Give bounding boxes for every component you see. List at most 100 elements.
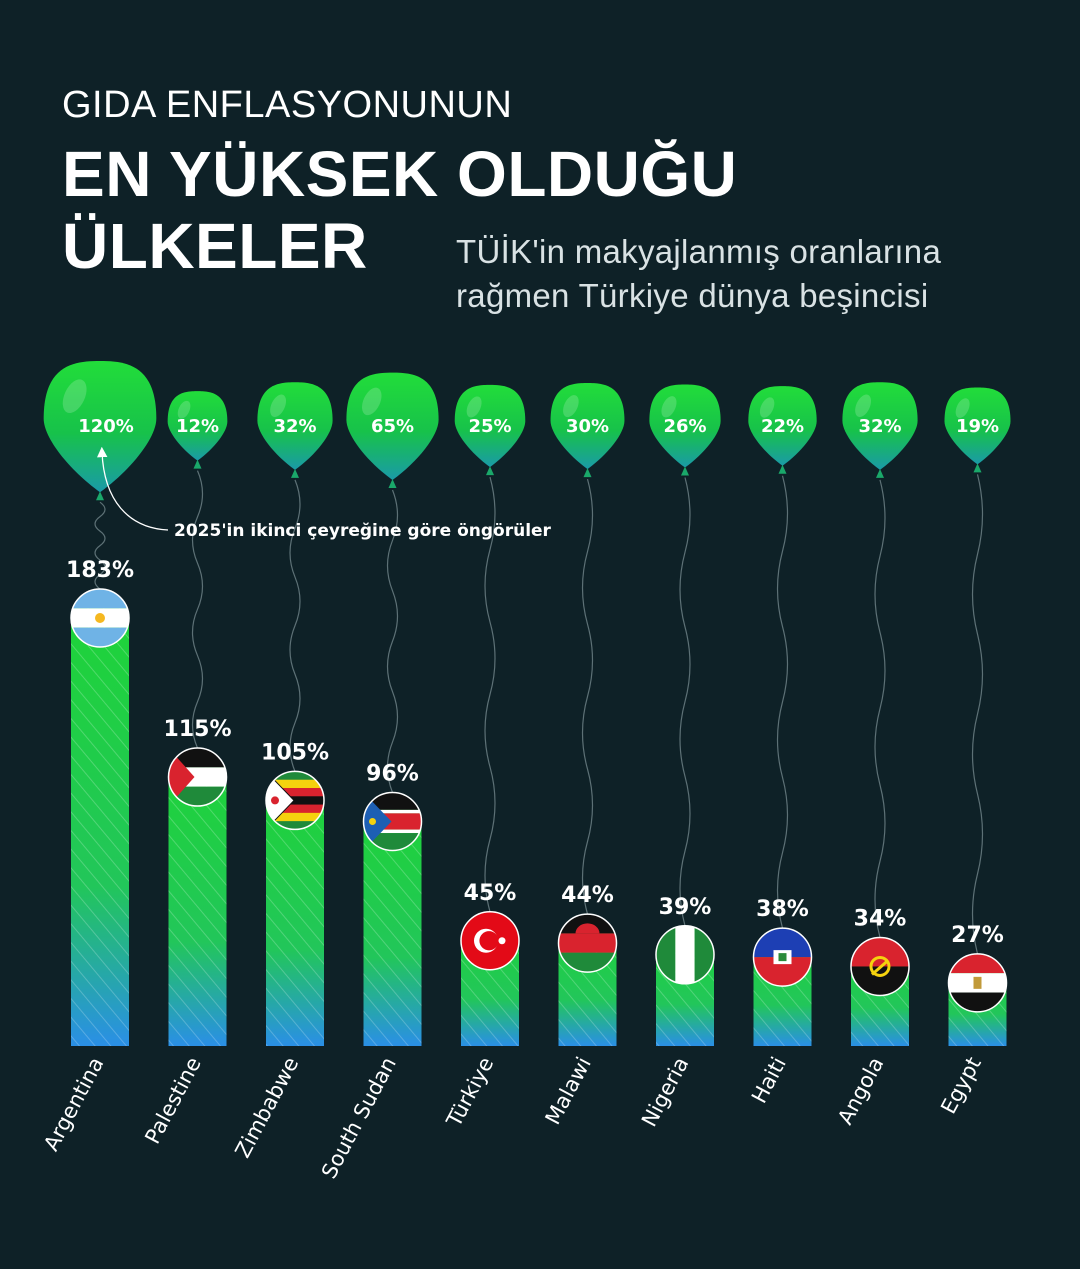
subtitle-line-2: rağmen Türkiye dünya beşincisi bbox=[456, 277, 929, 314]
bar-hatch bbox=[363, 792, 422, 1046]
flag-turkiye-icon bbox=[461, 911, 519, 970]
balloon-string bbox=[776, 475, 789, 929]
annotation-arrow bbox=[97, 446, 169, 531]
bar-value-label: 115% bbox=[164, 717, 232, 742]
balloon-body bbox=[454, 384, 526, 468]
flag-zimbabwe-icon bbox=[266, 771, 324, 830]
balloon-nigeria: 26% bbox=[649, 384, 721, 476]
balloon-string bbox=[191, 470, 204, 749]
subtitle: TÜİK'in makyajlanmış oranlarına rağmen T… bbox=[456, 230, 941, 318]
bar-palestine bbox=[167, 747, 228, 1046]
balloon-value-label: 26% bbox=[663, 416, 706, 437]
balloons: 120% 12% 32% 65% 25% 30% 26% 22% 32% 19% bbox=[43, 361, 1011, 501]
balloon-value-label: 120% bbox=[78, 416, 134, 437]
balloon-shine bbox=[362, 387, 382, 416]
bar-angola bbox=[850, 936, 910, 1046]
balloon-south-sudan: 65% bbox=[346, 372, 439, 489]
balloon-body bbox=[43, 361, 157, 493]
bar-value-label: 105% bbox=[261, 740, 329, 765]
balloon-shine bbox=[563, 395, 579, 418]
balloon-value-label: 65% bbox=[371, 416, 414, 437]
bar-value-label: 183% bbox=[66, 558, 134, 583]
balloon-value-label: 19% bbox=[956, 416, 999, 437]
balloon-body bbox=[842, 382, 918, 470]
balloon-value-label: 32% bbox=[858, 416, 901, 437]
bar-egypt bbox=[947, 953, 1008, 1046]
balloon-strings bbox=[94, 470, 984, 954]
balloon-haiti: 22% bbox=[748, 386, 817, 474]
title-line-3: ÜLKELER bbox=[62, 210, 368, 282]
bar-hatch bbox=[266, 771, 324, 1046]
balloon-string bbox=[971, 474, 984, 954]
balloon-shine bbox=[466, 396, 482, 418]
balloon-body bbox=[550, 383, 625, 470]
category-label: South Sudan bbox=[317, 1053, 401, 1182]
bar-value-label: 38% bbox=[756, 897, 809, 922]
balloon-shine bbox=[177, 400, 191, 419]
bar-haiti bbox=[752, 927, 813, 1046]
bar-value-label: 96% bbox=[366, 761, 419, 786]
balloon-knot bbox=[876, 468, 884, 478]
bar-hatch bbox=[71, 589, 129, 1046]
balloon-malawi: 30% bbox=[550, 383, 625, 478]
bar-nigeria bbox=[655, 925, 715, 1046]
title-main: EN YÜKSEK OLDUĞU ÜLKELER bbox=[62, 138, 737, 282]
category-label: Haiti bbox=[747, 1053, 791, 1107]
balloon-string bbox=[386, 489, 399, 793]
category-label: Angola bbox=[833, 1053, 888, 1128]
flag-nigeria-icon bbox=[656, 925, 714, 984]
balloon-body bbox=[257, 382, 333, 470]
category-label: Zimbabwe bbox=[230, 1053, 303, 1162]
balloon-string bbox=[874, 479, 886, 938]
category-label: Malawi bbox=[541, 1053, 596, 1128]
bar-zimbabwe bbox=[265, 770, 325, 1046]
balloon-body bbox=[944, 387, 1011, 465]
balloon-knot bbox=[388, 479, 397, 489]
balloon-body bbox=[748, 386, 817, 466]
balloon-string bbox=[289, 479, 301, 772]
flag-argentina-icon bbox=[71, 589, 129, 647]
title-line-1: GIDA ENFLASYONUNUN bbox=[62, 84, 513, 126]
bar-argentina bbox=[70, 588, 130, 1046]
balloon-string bbox=[581, 478, 594, 915]
balloon-argentina: 120% bbox=[43, 361, 157, 501]
bar-hatch bbox=[168, 748, 227, 1046]
annotation-text: 2025'in ikinci çeyreğine göre öngörüler bbox=[174, 521, 552, 541]
balloon-knot bbox=[681, 466, 689, 476]
flag-egypt-icon bbox=[948, 953, 1007, 1012]
balloon-value-label: 12% bbox=[176, 416, 219, 437]
balloon-knot bbox=[486, 466, 494, 476]
balloon-value-label: 25% bbox=[468, 416, 511, 437]
balloon-turkiye: 25% bbox=[454, 384, 526, 476]
subtitle-line-1: TÜİK'in makyajlanmış oranlarına bbox=[456, 233, 942, 270]
balloon-body bbox=[649, 384, 721, 468]
flag-malawi-icon bbox=[558, 914, 617, 973]
bar-value-label: 34% bbox=[854, 906, 907, 931]
balloon-string bbox=[94, 501, 106, 590]
balloon-angola: 32% bbox=[842, 382, 918, 478]
balloon-shine bbox=[270, 394, 287, 417]
balloon-knot bbox=[583, 468, 592, 478]
flag-palestine-icon bbox=[168, 748, 227, 807]
balloon-shine bbox=[759, 397, 775, 418]
balloon-knot bbox=[96, 491, 104, 501]
balloon-shine bbox=[62, 379, 87, 413]
balloon-string bbox=[484, 476, 496, 912]
bars: 183% Argentina 115% Palestine 105% Zimbabwe 96… bbox=[39, 558, 1008, 1183]
category-label: Türkiye bbox=[441, 1053, 498, 1132]
bar-turkiye bbox=[460, 911, 520, 1046]
bar-malawi bbox=[557, 913, 618, 1046]
balloon-body bbox=[167, 391, 228, 461]
balloon-value-label: 32% bbox=[273, 416, 316, 437]
balloon-shine bbox=[855, 394, 872, 417]
bar-value-label: 39% bbox=[659, 895, 712, 920]
balloon-zimbabwe: 32% bbox=[257, 382, 333, 478]
category-label: Argentina bbox=[39, 1053, 108, 1155]
balloon-shine bbox=[955, 398, 970, 418]
category-label: Egypt bbox=[936, 1053, 986, 1118]
balloon-egypt: 19% bbox=[944, 387, 1011, 473]
annotation: 2025'in ikinci çeyreğine göre öngörüler bbox=[97, 446, 552, 541]
title-line-2: EN YÜKSEK OLDUĞU bbox=[62, 138, 738, 210]
bar-value-label: 45% bbox=[464, 881, 517, 906]
